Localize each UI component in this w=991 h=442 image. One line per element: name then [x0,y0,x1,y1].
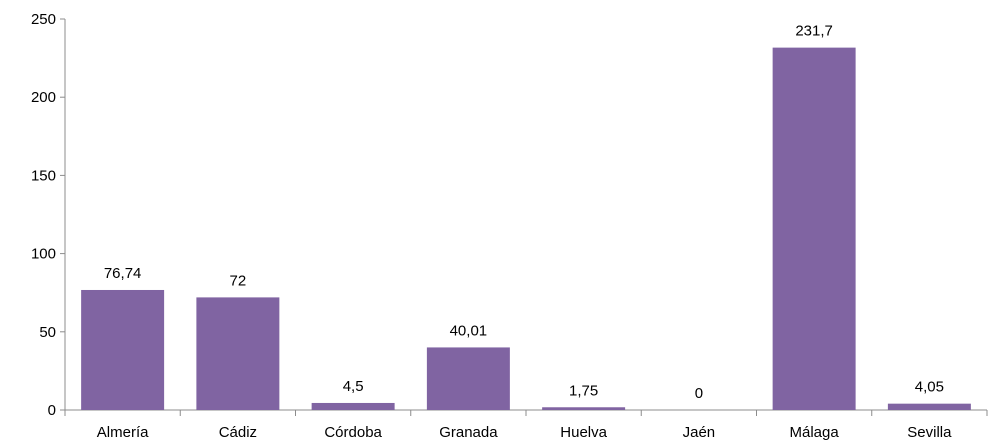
data-label: 72 [230,272,247,289]
data-label: 4,5 [343,378,364,395]
x-tick-label: Sevilla [907,424,952,441]
bar [542,407,626,410]
chart-labels: 76,74 Almería 72 Cádiz 4,5 Córdoba 40,01 Granad… [97,23,952,441]
y-tick-label: 200 [31,89,56,106]
bar [311,402,395,410]
data-label: 4,05 [915,379,944,396]
data-label: 40,01 [450,322,488,339]
bar [887,403,971,410]
data-label: 1,75 [569,382,598,399]
y-tick-label: 0 [48,402,56,419]
data-label: 76,74 [104,265,142,282]
x-tick-label: Cádiz [219,424,257,441]
y-tick-label: 150 [31,167,56,184]
x-tick-label: Almería [97,424,149,441]
y-tick-label: 100 [31,246,56,263]
chart-bars [81,47,971,410]
bar [426,347,510,410]
x-tick-label: Jaén [683,424,716,441]
y-tick-label: 250 [31,11,56,28]
data-label: 0 [695,385,703,402]
x-tick-label: Córdoba [324,424,382,441]
x-tick-label: Granada [439,424,498,441]
bar [772,47,856,410]
x-tick-label: Málaga [790,424,840,441]
y-tick-label: 50 [39,324,56,341]
data-label: 231,7 [795,23,833,40]
bar [196,297,280,410]
bar [81,289,165,410]
x-tick-label: Huelva [560,424,607,441]
